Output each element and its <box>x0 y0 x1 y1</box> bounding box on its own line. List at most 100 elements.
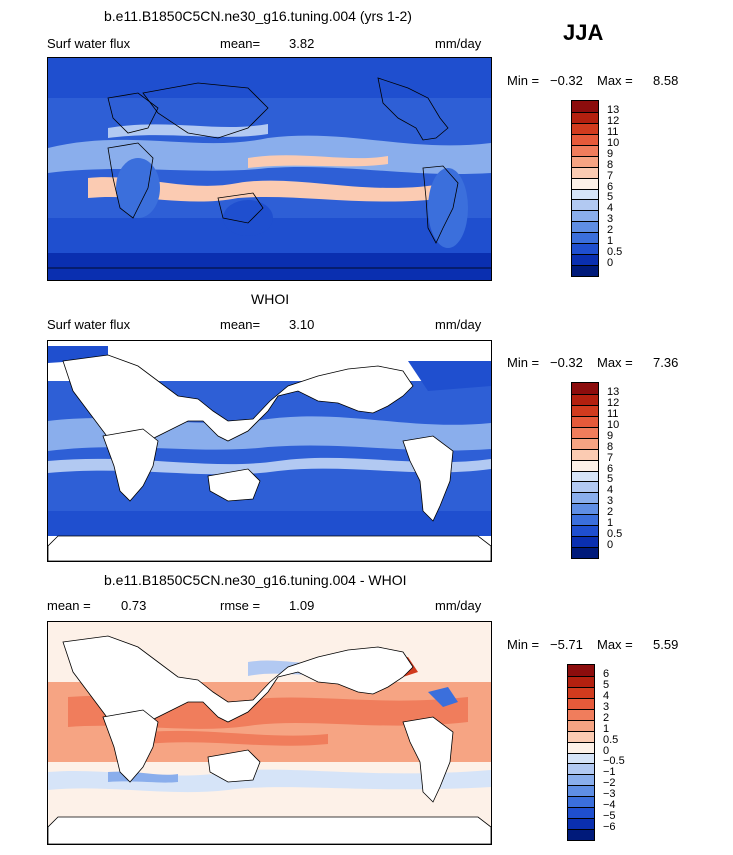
panel3-map <box>47 621 492 845</box>
colorbar-swatch <box>568 719 594 731</box>
panel3-max-label: Max = <box>597 637 633 652</box>
panel2-min-label: Min = <box>507 355 540 370</box>
panel1-max-value: 8.58 <box>653 73 679 88</box>
colorbar-swatch <box>572 503 598 515</box>
colorbar-tick-label: 6 <box>607 462 614 475</box>
colorbar-swatch <box>572 144 598 156</box>
colorbar-swatch <box>572 470 598 482</box>
panel1-map <box>47 57 492 281</box>
colorbar-tick-label: 1 <box>607 517 614 530</box>
colorbar-swatch <box>568 708 594 720</box>
colorbar-swatch <box>572 111 598 123</box>
colorbar-tick-label: 2 <box>607 224 614 237</box>
panel3-min-label: Min = <box>507 637 540 652</box>
colorbar-tick-label: 6 <box>607 180 614 193</box>
colorbar-swatch <box>572 426 598 438</box>
colorbar-swatch <box>572 210 598 222</box>
panel2-title: WHOI <box>251 291 290 307</box>
colorbar-swatch <box>568 665 594 676</box>
panel1-map-svg <box>48 58 491 280</box>
panel1-min-value: −0.32 <box>550 73 583 88</box>
colorbar-tick-label: 11 <box>607 125 619 138</box>
colorbar-tick-label: 3 <box>607 213 614 226</box>
colorbar-swatch <box>572 155 598 167</box>
panel3-mean-value: 0.73 <box>121 598 147 613</box>
colorbar-swatch <box>568 774 594 786</box>
panel2-map-svg <box>48 341 491 561</box>
colorbar-tick-label: 1 <box>607 235 614 248</box>
colorbar-swatch <box>572 101 598 112</box>
colorbar-swatch <box>568 818 594 830</box>
panel2-mean-value: 3.10 <box>289 317 315 332</box>
colorbar-tick-label: 11 <box>607 407 619 420</box>
panel2-variable: Surf water flux <box>47 317 131 332</box>
panel1-max-label: Max = <box>597 73 633 88</box>
colorbar-swatch <box>572 536 598 548</box>
colorbar-tick-label: 1 <box>603 722 610 735</box>
season-label: JJA <box>563 20 604 45</box>
panel1-units: mm/day <box>435 36 482 51</box>
colorbar-tick-label: 13 <box>607 385 620 398</box>
panel3-max-value: 5.59 <box>653 637 679 652</box>
panel3-map-svg <box>48 622 491 844</box>
colorbar-tick-label: 4 <box>607 202 614 215</box>
colorbar-tick-label: 5 <box>607 473 614 486</box>
colorbar-tick-label: 5 <box>607 191 614 204</box>
panel1-variable: Surf water flux <box>47 36 131 51</box>
colorbar-tick-label: 10 <box>607 136 620 149</box>
colorbar-swatch <box>572 514 598 526</box>
colorbar-tick-label: −1 <box>603 766 616 779</box>
colorbar-swatch <box>568 675 594 687</box>
colorbar-tick-label: −6 <box>603 821 616 834</box>
colorbar-tick-label: 8 <box>607 440 614 453</box>
panel3-colorbar <box>567 664 595 841</box>
colorbar-tick-label: −4 <box>603 799 616 812</box>
colorbar-swatch <box>572 265 598 276</box>
panel3-rmse-value: 1.09 <box>289 598 315 613</box>
colorbar-swatch <box>572 221 598 233</box>
colorbar-swatch <box>572 415 598 427</box>
colorbar-tick-label: 0 <box>603 744 610 757</box>
panel3-title: b.e11.B1850C5CN.ne30_g16.tuning.004 - WH… <box>104 572 407 588</box>
colorbar-tick-label: 2 <box>603 711 610 724</box>
panel3-min-value: −5.71 <box>550 637 583 652</box>
colorbar-swatch <box>572 188 598 200</box>
colorbar-swatch <box>572 437 598 449</box>
colorbar-swatch <box>572 525 598 537</box>
colorbar-swatch <box>568 752 594 764</box>
colorbar-tick-label: 7 <box>607 451 614 464</box>
panel2-max-label: Max = <box>597 355 633 370</box>
colorbar-swatch <box>572 481 598 493</box>
panel3-rmse-label: rmse = <box>220 598 261 613</box>
colorbar-tick-label: −0.5 <box>603 755 625 768</box>
colorbar-tick-label: 2 <box>607 506 614 519</box>
colorbar-tick-label: −5 <box>603 810 616 823</box>
colorbar-swatch <box>568 697 594 709</box>
colorbar-tick-label: −2 <box>603 777 616 790</box>
colorbar-tick-label: 6 <box>603 667 610 680</box>
colorbar-swatch <box>572 459 598 471</box>
panel1-colorbar <box>571 100 599 277</box>
colorbar-swatch <box>572 243 598 255</box>
colorbar-swatch <box>572 122 598 134</box>
panel2-units: mm/day <box>435 317 482 332</box>
panel1-title: b.e11.B1850C5CN.ne30_g16.tuning.004 (yrs… <box>104 8 412 24</box>
colorbar-tick-label: 9 <box>607 429 614 442</box>
colorbar-tick-label: 3 <box>603 700 610 713</box>
colorbar-tick-label: 0.5 <box>607 246 623 259</box>
colorbar-swatch <box>568 785 594 797</box>
colorbar-swatch <box>568 741 594 753</box>
panel1-min-label: Min = <box>507 73 540 88</box>
panel2-colorbar <box>571 382 599 559</box>
colorbar-tick-label: 10 <box>607 418 620 431</box>
colorbar-tick-label: 9 <box>607 147 614 160</box>
colorbar-swatch <box>572 383 598 394</box>
panel3-units: mm/day <box>435 598 482 613</box>
colorbar-tick-label: 4 <box>607 484 614 497</box>
colorbar-swatch <box>572 133 598 145</box>
colorbar-swatch <box>568 763 594 775</box>
colorbar-swatch <box>568 686 594 698</box>
colorbar-swatch <box>572 547 598 558</box>
colorbar-tick-label: 8 <box>607 158 614 171</box>
colorbar-swatch <box>572 177 598 189</box>
